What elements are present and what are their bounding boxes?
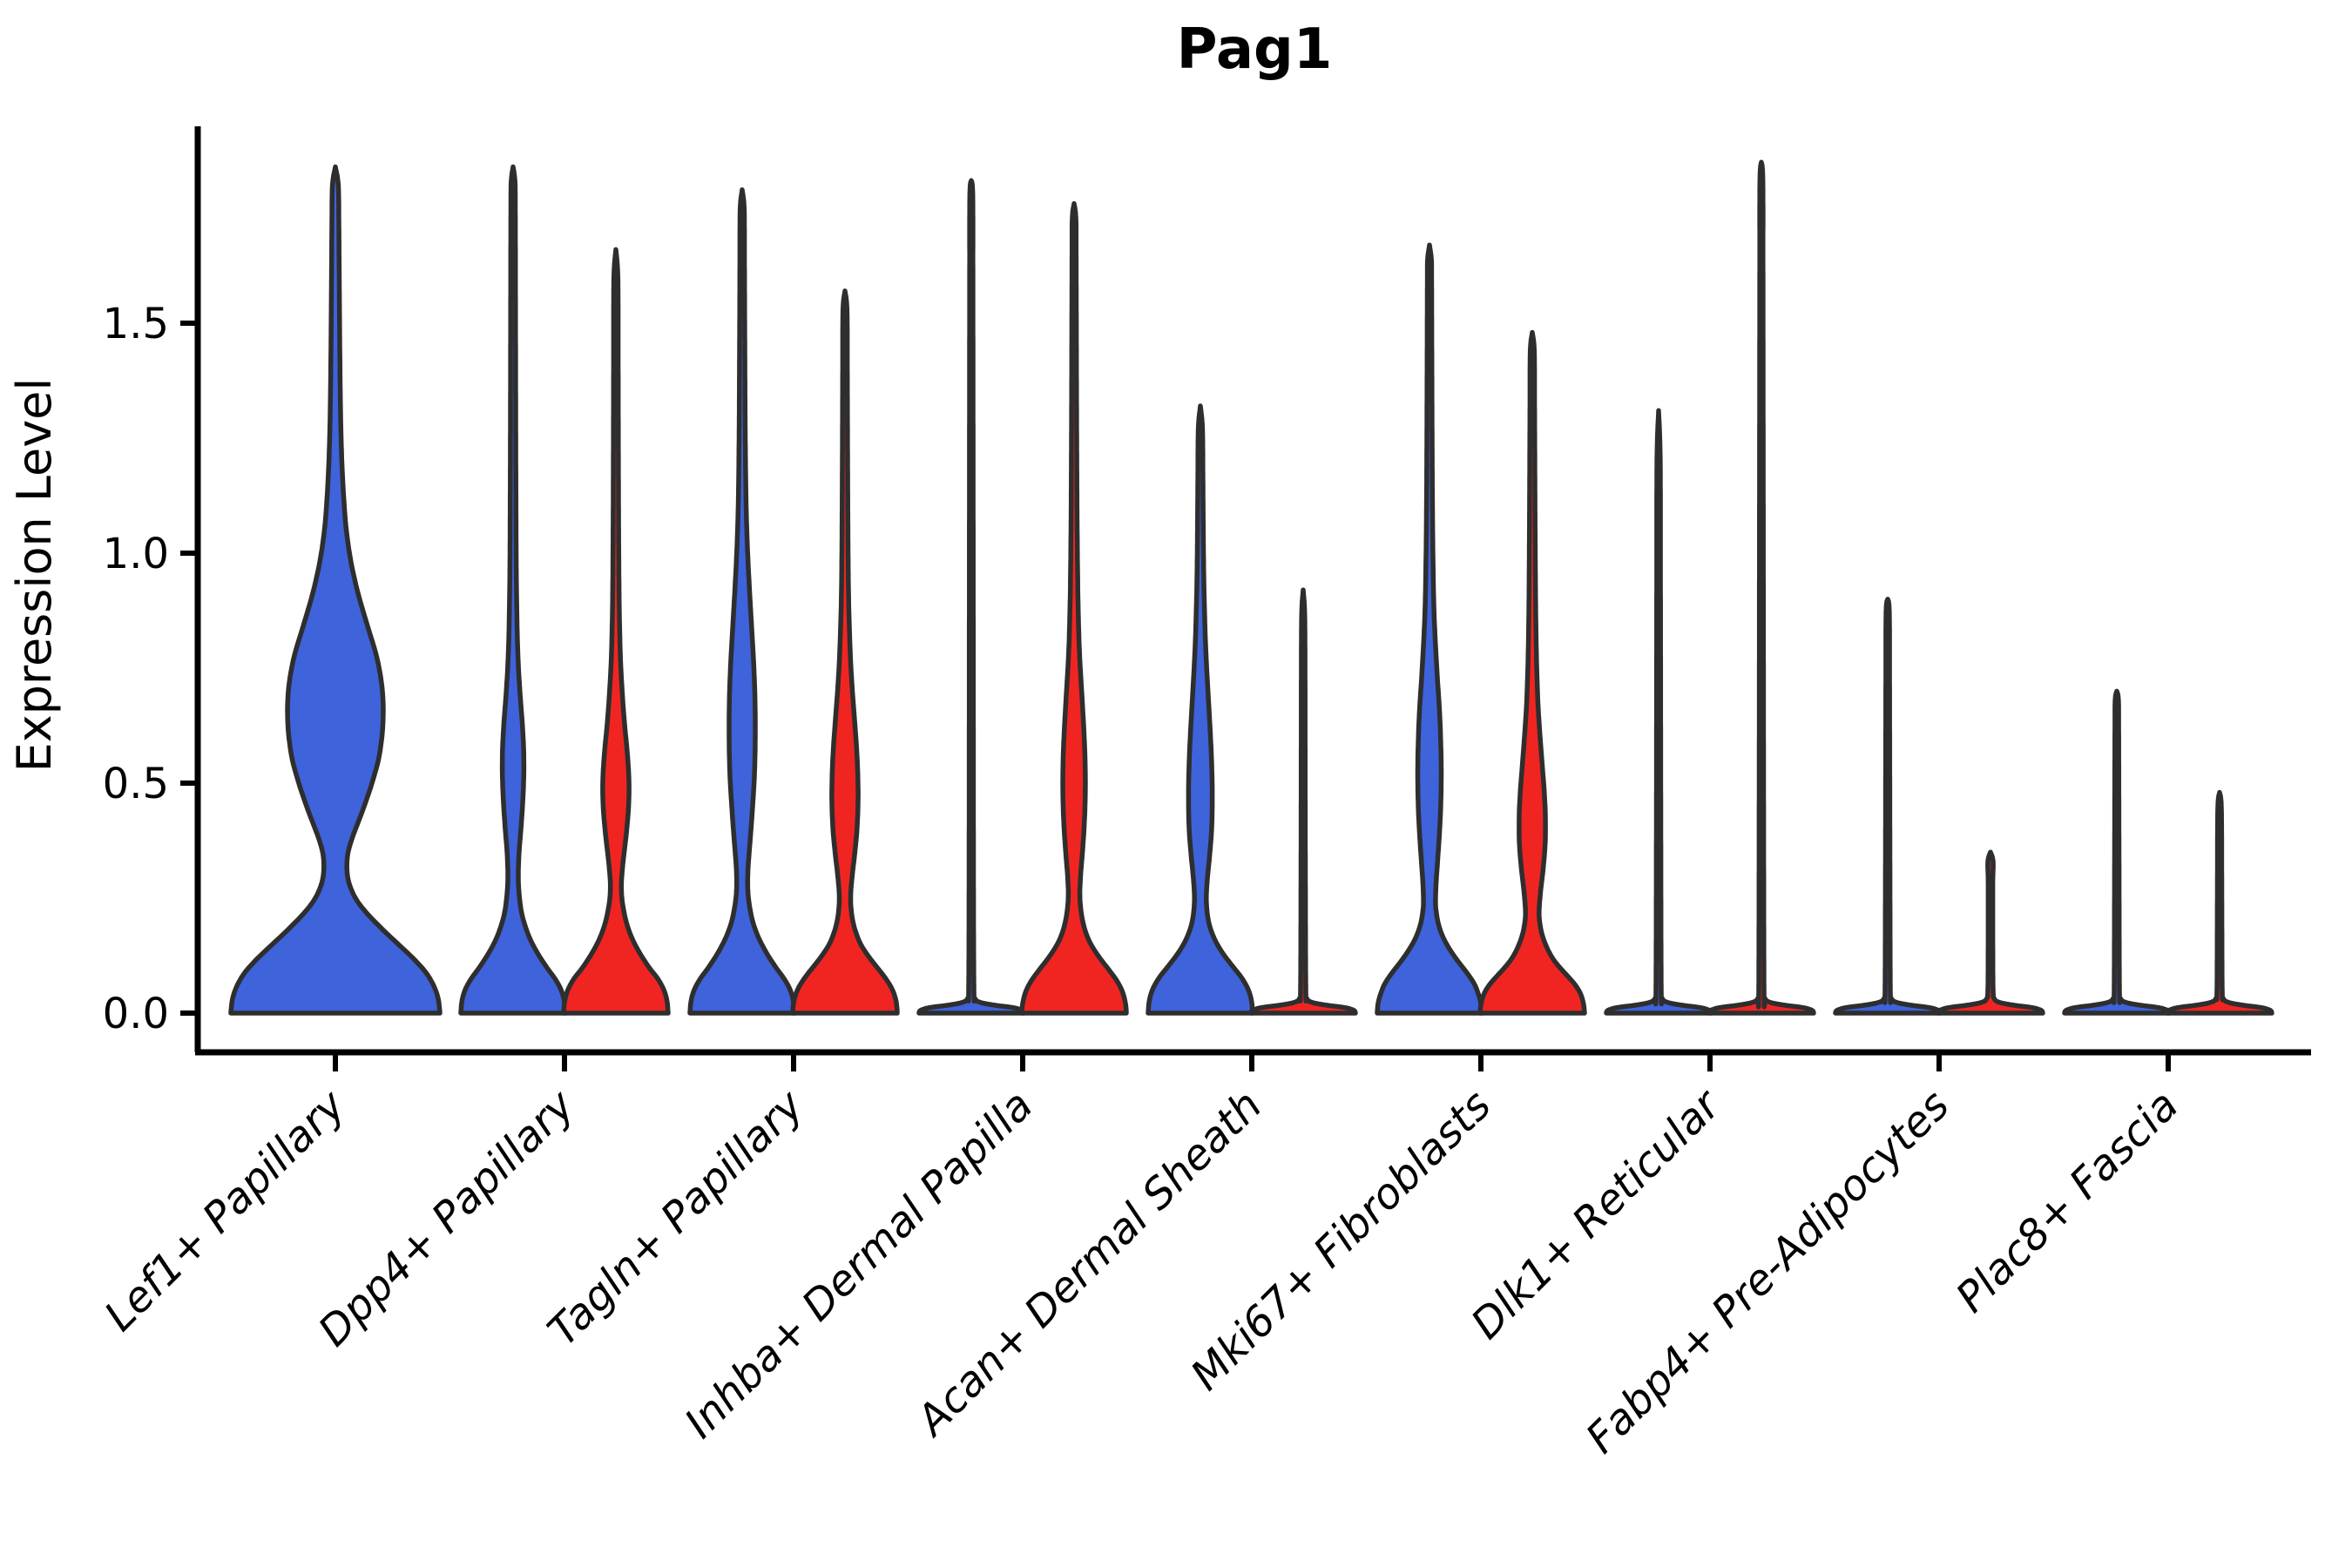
violin-Mki67+-Fibroblasts-red bbox=[1477, 329, 1587, 1016]
violin-Inhba+-Dermal-Papilla-blue bbox=[916, 178, 1026, 1016]
violin-Tagln+-Papillary-red bbox=[790, 288, 900, 1016]
violin-Mki67+-Fibroblasts-blue bbox=[1375, 242, 1484, 1016]
violin-Acan+-Dermal-Sheath-blue bbox=[1146, 403, 1255, 1016]
violin-Acan+-Dermal-Sheath-red bbox=[1248, 587, 1358, 1016]
violin-Plac8+-Fascia-red bbox=[2165, 789, 2274, 1016]
violin-Dlk1+-Reticular-blue bbox=[1604, 408, 1713, 1016]
y-tick-label: 1.5 bbox=[103, 300, 169, 348]
x-tick-label: Fabp4+ Pre-Adipocytes bbox=[1577, 1081, 1959, 1463]
y-axis-label: Expression Level bbox=[7, 378, 62, 773]
violin-Dpp4+-Papillary-blue bbox=[458, 164, 568, 1016]
x-tick-label: Plac8+ Fascia bbox=[1947, 1081, 2188, 1322]
violins-layer bbox=[228, 159, 2274, 1016]
x-tick-label: Dlk1+ Reticular bbox=[1462, 1079, 1732, 1349]
y-tick-label: 1.0 bbox=[103, 530, 169, 578]
y-tick-label: 0.0 bbox=[103, 990, 169, 1038]
violin-Fabp4+-Pre-Adipocytes-red bbox=[1936, 849, 2045, 1016]
violin-Tagln+-Papillary-blue bbox=[687, 187, 797, 1016]
x-tick-label: Tagln+ Papillary bbox=[538, 1080, 814, 1355]
y-tick-label: 0.5 bbox=[103, 760, 169, 808]
violin-Inhba+-Dermal-Papilla-red bbox=[1019, 200, 1129, 1016]
violin-Fabp4+-Pre-Adipocytes-blue bbox=[1833, 597, 1943, 1016]
violin-Lef1+-Papillary-blue bbox=[228, 164, 443, 1016]
plot-title: Pag1 bbox=[1177, 17, 1333, 82]
x-tick-label: Dpp4+ Papillary bbox=[309, 1080, 585, 1355]
violin-Plac8+-Fascia-blue bbox=[2062, 688, 2172, 1016]
y-ticks-layer: 0.0 0.5 1.0 1.5 bbox=[103, 300, 198, 1038]
x-tick-label: Lef1+ Papillary bbox=[95, 1080, 355, 1341]
violin-Dpp4+-Papillary-red bbox=[561, 247, 671, 1016]
violin-Dlk1+-Reticular-red bbox=[1707, 159, 1816, 1016]
